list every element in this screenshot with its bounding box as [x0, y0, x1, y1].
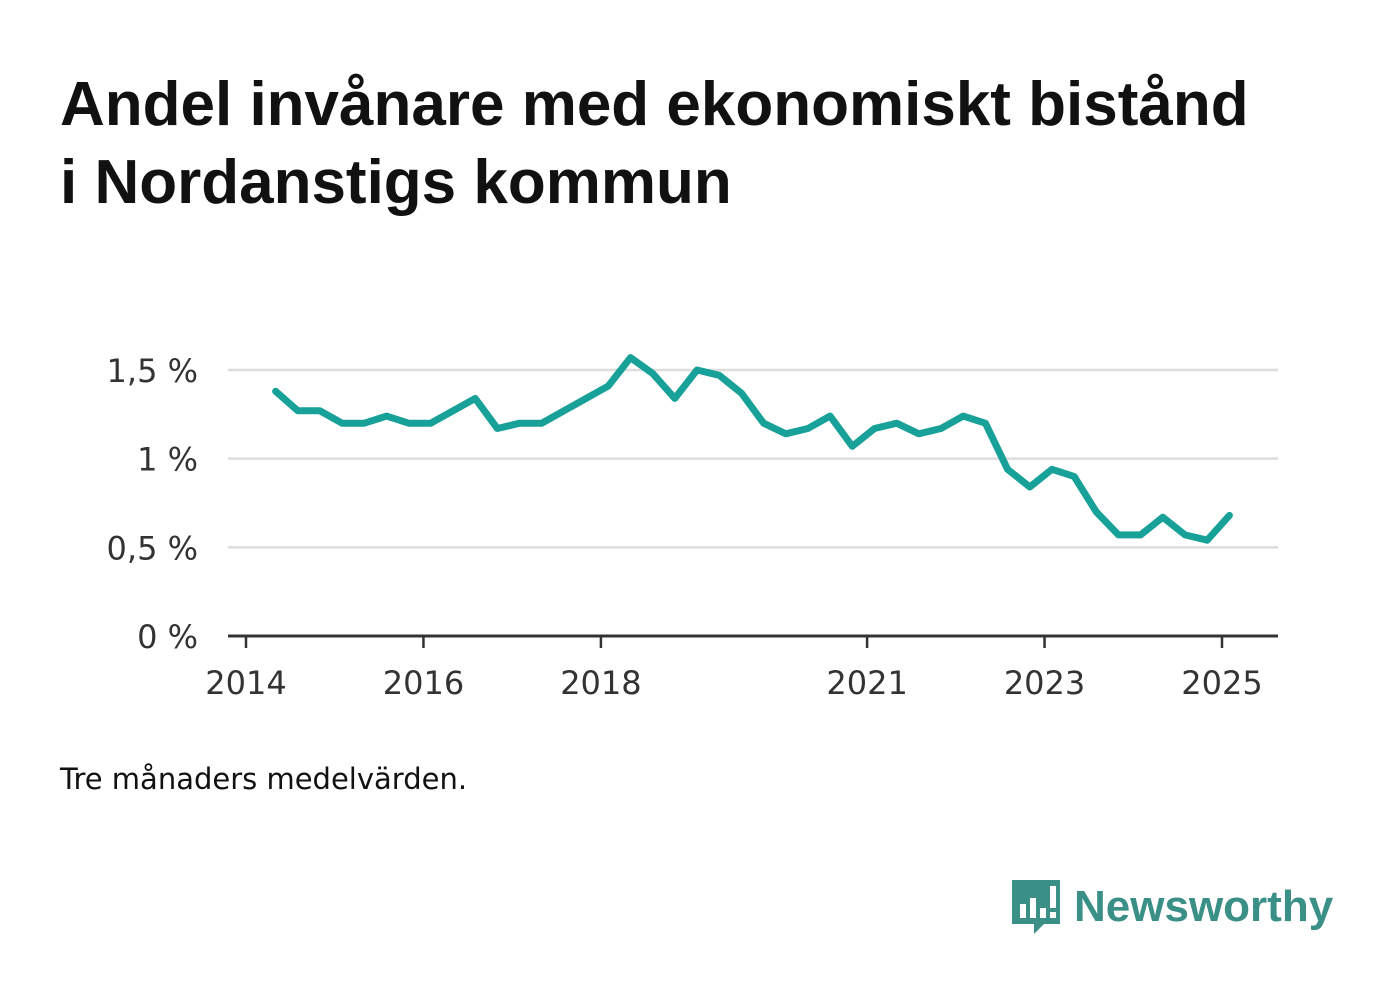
y-tick-label: 1,5 % [107, 352, 198, 390]
series-line [272, 354, 1233, 544]
series-layer [272, 354, 1233, 544]
gridlines [228, 368, 1278, 549]
x-tick-label: 2021 [826, 664, 907, 702]
chart-note: Tre månaders medelvärden. [60, 762, 468, 796]
y-tick-label: 0 % [137, 618, 198, 656]
y-axis-ticks: 0 % 0,5 % 1 % 1,5 % [107, 352, 198, 656]
chart-title: Andel invånare med ekonomiskt bistånd i … [60, 70, 1249, 217]
x-tick-label: 2016 [383, 664, 464, 702]
x-tick-label: 2014 [205, 664, 286, 702]
brand-logo: Newsworthy [1010, 876, 1333, 938]
x-axis: 2014 2016 2018 2021 2023 2025 [205, 634, 1278, 702]
bar-chart-speech-bubble-icon [1012, 880, 1060, 934]
y-tick-label: 0,5 % [107, 529, 198, 567]
x-tick-label: 2023 [1004, 664, 1085, 702]
y-tick-label: 1 % [137, 441, 198, 479]
brand-name: Newsworthy [1074, 882, 1334, 931]
x-tick-label: 2018 [560, 664, 641, 702]
x-tick-label: 2025 [1181, 664, 1262, 702]
line-chart: 0 % 0,5 % 1 % 1,5 % 2014 2016 2018 2021 2023 202… [107, 352, 1278, 702]
